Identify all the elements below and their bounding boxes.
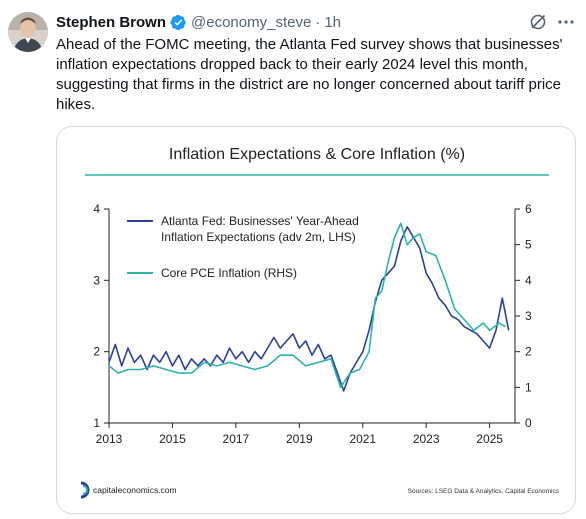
tweet-media-image[interactable]: Inflation Expectations & Core Inflation … — [56, 126, 576, 514]
y-right-tick-label: 3 — [525, 309, 532, 323]
y-left-tick-label: 2 — [93, 345, 100, 359]
author-name[interactable]: Stephen Brown — [56, 13, 167, 31]
legend-label: Inflation Expectations (adv 2m, LHS) — [161, 230, 356, 244]
y-left-tick-label: 1 — [93, 416, 100, 430]
series-line-core-pce — [108, 222, 506, 389]
y-right-tick-label: 1 — [525, 380, 532, 394]
separator-dot: · — [315, 13, 321, 31]
y-right-tick-label: 4 — [525, 273, 532, 287]
brand-text: capitaleconomics.com — [93, 485, 177, 495]
x-tick-label: 2015 — [159, 432, 186, 446]
more-options-icon[interactable] — [556, 12, 576, 32]
chart: Inflation Expectations & Core Inflation … — [80, 146, 560, 499]
y-left-tick-label: 3 — [93, 273, 100, 287]
x-tick-label: 2017 — [223, 432, 250, 446]
x-tick-label: 2019 — [286, 432, 313, 446]
x-tick-label: 2025 — [476, 432, 503, 446]
author-handle[interactable]: @economy_steve — [191, 13, 312, 31]
tweet-text: Ahead of the FOMC meeting, the Atlanta F… — [56, 36, 563, 113]
grok-icon[interactable] — [528, 12, 548, 32]
chart-plot — [108, 222, 510, 392]
chart-axes: 1 2 3 4 0 1 2 3 4 5 6 2013 2015 2017 2019 2021 2023 2025 — [93, 202, 532, 446]
chart-title: Inflation Expectations & Core Inflation … — [169, 146, 465, 163]
tweet-header: Stephen Brown @economy_steve · 1h — [56, 12, 341, 32]
y-right-tick-label: 6 — [525, 202, 532, 216]
series-line-atlanta-fed — [108, 226, 510, 392]
avatar[interactable] — [8, 12, 48, 52]
legend-label: Core PCE Inflation (RHS) — [161, 266, 297, 280]
x-tick-label: 2021 — [349, 432, 376, 446]
y-left-tick-label: 4 — [93, 202, 100, 216]
legend-label: Atlanta Fed: Businesses' Year-Ahead — [161, 214, 359, 228]
verified-badge-icon — [170, 14, 186, 30]
timestamp[interactable]: 1h — [324, 13, 341, 31]
avatar-photo — [8, 12, 48, 52]
y-right-tick-label: 2 — [525, 345, 532, 359]
chart-legend: Atlanta Fed: Businesses' Year-Ahead Infla… — [127, 214, 359, 280]
sources-text: Sources: LSEG Data & Analytics, Capital … — [408, 488, 560, 495]
y-right-tick-label: 5 — [525, 238, 532, 252]
y-right-tick-label: 0 — [525, 416, 532, 430]
x-tick-label: 2023 — [413, 432, 440, 446]
brand-logo — [80, 481, 90, 499]
x-tick-label: 2013 — [96, 432, 123, 446]
